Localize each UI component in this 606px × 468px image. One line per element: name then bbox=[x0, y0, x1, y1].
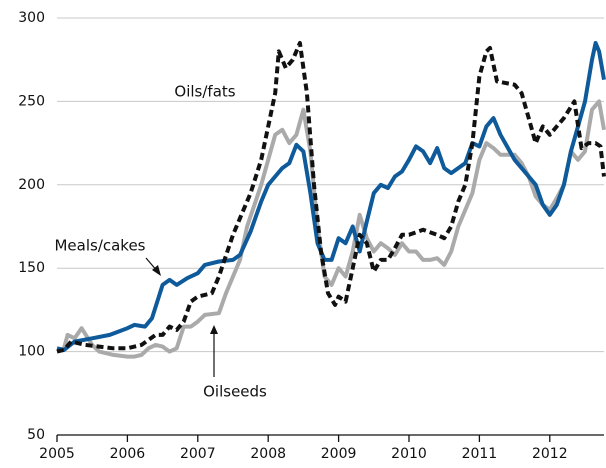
y-tick-label: 200 bbox=[18, 177, 45, 193]
annotation: Meals/cakes bbox=[54, 237, 145, 255]
annotation-arrowhead bbox=[152, 265, 161, 276]
y-tick-label: 300 bbox=[18, 10, 45, 26]
y-tick-label: 50 bbox=[27, 427, 45, 443]
x-tick-label: 2008 bbox=[250, 446, 286, 462]
y-tick-label: 150 bbox=[18, 260, 45, 276]
x-tick-label: 2007 bbox=[180, 446, 216, 462]
x-tick-label: 2005 bbox=[39, 446, 75, 462]
grid bbox=[57, 17, 604, 353]
series-line bbox=[56, 41, 606, 354]
x-tick-label: 2006 bbox=[110, 446, 146, 462]
annotation: Oils/fats bbox=[174, 83, 235, 101]
series-line bbox=[56, 99, 606, 359]
axes: 50 100 150 200 250 300 2005 2006 2007 2008 2009 201… bbox=[18, 10, 604, 462]
series-line bbox=[56, 41, 606, 352]
x-tick-label: 2010 bbox=[391, 446, 427, 462]
lines bbox=[56, 41, 606, 359]
y-tick-label: 250 bbox=[18, 93, 45, 109]
annotation-arrowhead bbox=[210, 325, 218, 334]
annotation: Oilseeds bbox=[203, 383, 267, 401]
y-tick-label: 100 bbox=[18, 344, 45, 360]
x-tick-label: 2011 bbox=[462, 446, 498, 462]
x-tick-label: 2012 bbox=[532, 446, 568, 462]
x-tick-label: 2009 bbox=[321, 446, 357, 462]
